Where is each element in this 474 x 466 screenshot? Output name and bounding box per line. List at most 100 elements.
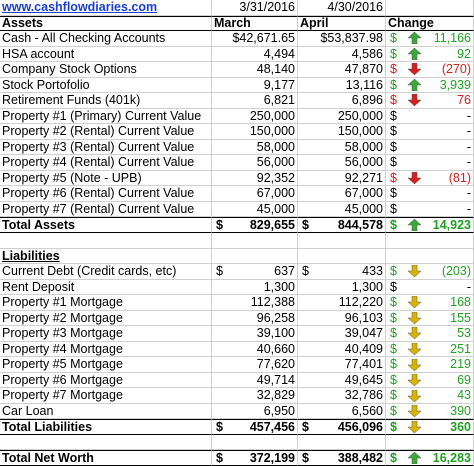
currency: $: [390, 388, 397, 403]
amount: 92,352: [256, 170, 295, 185]
amount: 56,000: [344, 155, 383, 170]
amount-cell: $53,837.98: [298, 31, 386, 47]
amount: 6,896: [351, 93, 383, 108]
amount: 39,047: [344, 326, 383, 341]
amount-cell: 47,870: [298, 62, 386, 78]
amount: 9,177: [263, 77, 295, 92]
empty-cell: [0, 434, 212, 451]
currency: $: [216, 217, 223, 232]
change-value: 219: [450, 357, 471, 372]
row-label: Total Liabilities: [0, 419, 212, 435]
amount: 58,000: [256, 139, 295, 154]
amount: 77,620: [256, 357, 295, 372]
amount-cell: 92,271: [298, 170, 386, 187]
amount: 49,714: [256, 372, 295, 387]
change-value: 168: [450, 295, 471, 310]
row-label: Property #6 (Rental) Current Value: [0, 186, 212, 202]
currency: $: [390, 279, 397, 294]
row-label: Property #5 Mortgage: [0, 357, 212, 373]
amount-cell: $372,199: [212, 450, 298, 466]
row-label: Property #5 (Note - UPB): [0, 170, 212, 187]
section-heading: Liabilities: [0, 248, 212, 265]
currency: $: [302, 217, 309, 232]
row-label: Current Debt (Credit cards, etc): [0, 264, 212, 280]
amount-cell: 150,000: [212, 124, 298, 140]
empty-cell: [212, 233, 298, 249]
currency: $: [302, 450, 309, 465]
amount: 49,645: [344, 372, 383, 387]
amount: 4,494: [263, 46, 295, 61]
change-cell: $14,923: [386, 217, 474, 233]
change-value: (81): [448, 170, 471, 185]
empty-cell: [386, 0, 474, 16]
currency: $: [302, 264, 309, 279]
currency: $: [390, 450, 397, 465]
currency: $: [216, 450, 223, 465]
currency: $: [390, 31, 397, 46]
currency: $: [390, 419, 397, 434]
amount: 150,000: [337, 124, 383, 139]
amount-cell: 40,660: [212, 341, 298, 358]
change-cell: $11,166: [386, 31, 474, 47]
arrow-icon: [408, 452, 421, 465]
change-value: 69: [457, 372, 471, 387]
change-value: 360: [450, 419, 471, 434]
change-value: 155: [450, 310, 471, 325]
amount: 45,000: [256, 201, 295, 216]
amount-cell: $388,482: [298, 450, 386, 466]
row-label: Property #1 (Primary) Current Value: [0, 108, 212, 125]
currency: $: [216, 419, 223, 434]
currency: $: [390, 139, 397, 154]
amount-cell: 56,000: [212, 155, 298, 171]
change-cell: $69: [386, 372, 474, 389]
amount: 96,258: [256, 310, 295, 325]
change-cell: $251: [386, 341, 474, 358]
row-label: HSA account: [0, 46, 212, 63]
amount: 32,829: [256, 388, 295, 403]
change-cell: $360: [386, 419, 474, 435]
amount-cell: 1,300: [212, 279, 298, 296]
column-header: March: [212, 15, 298, 32]
amount-cell: 13,116: [298, 77, 386, 94]
row-label: Car Loan: [0, 403, 212, 420]
amount-cell: 112,388: [212, 295, 298, 311]
row-label: Property #6 Mortgage: [0, 372, 212, 389]
change-value: (203): [441, 264, 471, 279]
arrow-icon: [408, 296, 421, 309]
row-label: Property #2 (Rental) Current Value: [0, 124, 212, 140]
arrow-icon: [408, 94, 421, 107]
amount-cell: 150,000: [298, 124, 386, 140]
amount-cell: $42,671.65: [212, 31, 298, 47]
change-cell: $92: [386, 46, 474, 63]
currency: $: [390, 108, 397, 123]
change-cell: $ (81): [386, 170, 474, 187]
currency: $: [390, 201, 397, 216]
amount: 112,220: [338, 295, 383, 310]
amount-cell: 67,000: [212, 186, 298, 202]
currency: $: [390, 170, 397, 185]
empty-cell: [0, 233, 212, 249]
amount: $42,671.65: [232, 31, 295, 46]
column-header: April: [298, 15, 386, 32]
amount-cell: 40,409: [298, 341, 386, 358]
row-label: Rent Deposit: [0, 279, 212, 296]
amount-cell: $457,456: [212, 419, 298, 435]
amount-cell: 250,000: [298, 108, 386, 125]
change-cell: $ (203): [386, 264, 474, 280]
change-value: 43: [457, 388, 471, 403]
change-cell: $ -: [386, 186, 474, 202]
arrow-icon: [408, 219, 421, 232]
currency: $: [390, 155, 397, 170]
amount-cell: 48,140: [212, 62, 298, 78]
arrow-icon: [408, 172, 421, 185]
site-link[interactable]: www.cashflowdiaries.com: [2, 0, 158, 15]
row-label: Total Assets: [0, 217, 212, 233]
row-label: Property #7 Mortgage: [0, 388, 212, 404]
currency: $: [302, 419, 309, 434]
currency: $: [390, 295, 397, 310]
arrow-icon: [408, 78, 421, 91]
change-cell: $168: [386, 295, 474, 311]
amount-cell: 6,896: [298, 93, 386, 109]
amount-cell: 49,645: [298, 372, 386, 389]
change-cell: $ -: [386, 124, 474, 140]
